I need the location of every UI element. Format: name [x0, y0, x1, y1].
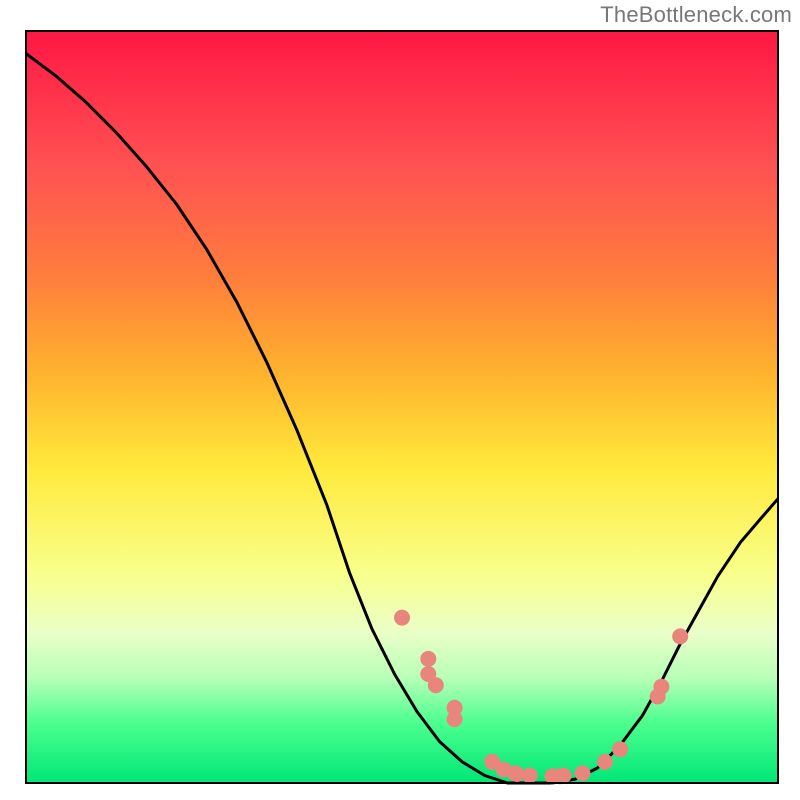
- data-marker: [394, 610, 410, 626]
- data-marker: [522, 768, 538, 784]
- chart-svg: [0, 0, 800, 800]
- data-marker: [447, 711, 463, 727]
- data-marker: [597, 754, 613, 770]
- data-marker: [672, 628, 688, 644]
- chart-container: TheBottleneck.com: [0, 0, 800, 800]
- data-marker: [556, 768, 572, 784]
- data-marker: [653, 679, 669, 695]
- data-marker: [612, 741, 628, 757]
- plot-background: [26, 31, 778, 783]
- data-marker: [428, 677, 444, 693]
- data-marker: [575, 765, 591, 781]
- data-marker: [420, 651, 436, 667]
